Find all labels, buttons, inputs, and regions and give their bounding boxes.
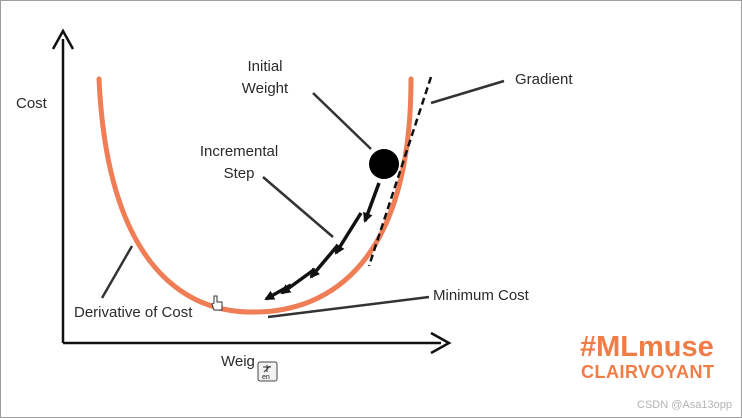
step-arrow: [264, 283, 292, 301]
brand-name: CLAIRVOYANT: [581, 362, 715, 382]
incremental-step-leader: [262, 176, 334, 238]
x-axis-label: Weig: [221, 353, 255, 370]
gradient-label: Gradient: [515, 71, 573, 88]
derivative-of-cost-label: Derivative of Cost: [74, 304, 193, 321]
brand-hashtag: #MLmuse: [580, 331, 714, 363]
gradient-tangent-line: [367, 76, 433, 267]
cost-curve: [96, 76, 414, 315]
step-arrow: [280, 267, 317, 295]
gradient-leader: [430, 79, 505, 105]
step-arrow: [334, 212, 363, 255]
hand-cursor-icon: [211, 295, 223, 311]
initial-weight-leader: [312, 92, 372, 150]
derivative-leader: [100, 245, 134, 299]
y-axis-label: Cost: [16, 95, 48, 112]
minimum-cost-leader: [267, 295, 430, 319]
y-axis-arrow: [51, 28, 75, 50]
initial-weight-point: [369, 149, 399, 179]
initial-weight-label: Initial: [247, 58, 282, 75]
incremental-step-label: Incremental: [200, 143, 278, 160]
step-arrow: [363, 182, 381, 223]
language-toggle-button[interactable]: en: [257, 361, 278, 382]
step-arrow: [309, 243, 340, 279]
translate-icon: [263, 365, 271, 373]
initial-weight-label: Weight: [242, 80, 289, 97]
language-label: en: [262, 374, 270, 381]
watermark: CSDN @Asa13opp: [637, 399, 732, 411]
minimum-cost-label: Minimum Cost: [433, 287, 530, 304]
incremental-step-label: Step: [224, 165, 255, 182]
x-axis-arrow: [430, 331, 452, 355]
